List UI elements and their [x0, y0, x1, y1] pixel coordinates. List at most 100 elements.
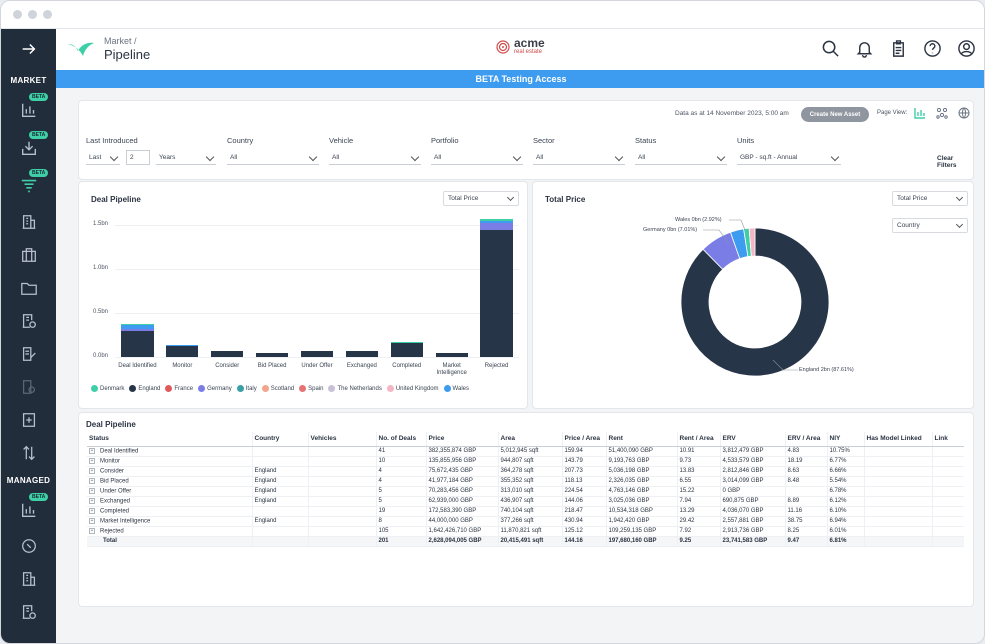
table-row[interactable]: + Consider England 4 75,672,435 GBP 364,278 s…: [87, 466, 964, 477]
column-header[interactable]: No. of Deals: [375, 432, 426, 447]
column-header[interactable]: Link: [931, 432, 964, 447]
expand-row-icon[interactable]: +: [89, 457, 95, 464]
sidebar-item-pipeline[interactable]: BETA: [1, 167, 56, 205]
expand-row-icon[interactable]: +: [89, 517, 95, 524]
bar-wales[interactable]: [480, 220, 513, 224]
pipeline-metric-dropdown[interactable]: Total Price: [443, 191, 519, 206]
window-dot-1[interactable]: [13, 10, 22, 19]
sector-filter-select[interactable]: All: [533, 150, 625, 165]
app-logo-icon[interactable]: [67, 40, 95, 58]
column-header[interactable]: Rent: [605, 432, 677, 447]
bar-denmark[interactable]: [480, 219, 513, 221]
bar-england[interactable]: [211, 350, 244, 357]
user-account-icon[interactable]: [957, 39, 976, 58]
clear-filters-button[interactable]: Clear Filters: [937, 155, 957, 169]
sidebar-item-search[interactable]: [1, 529, 56, 562]
bar-england[interactable]: [345, 351, 379, 357]
last-introduced-number-input[interactable]: 2: [126, 150, 150, 165]
legend-item[interactable]: The Netherlands: [328, 385, 382, 392]
column-header[interactable]: ERV / Area: [784, 432, 827, 447]
legend-item[interactable]: Italy: [236, 385, 257, 392]
column-header[interactable]: Has Model Linked: [863, 432, 932, 447]
expand-sidebar-button[interactable]: [1, 29, 56, 69]
breadcrumb-parent[interactable]: Market: [104, 36, 132, 46]
column-header[interactable]: Price / Area: [561, 432, 606, 447]
sidebar-item-add-document[interactable]: [1, 403, 56, 436]
table-row[interactable]: + Under Offer England 5 70,283,456 GBP 313,01…: [87, 486, 964, 497]
country-filter-select[interactable]: All: [227, 150, 319, 165]
portfolio-filter-select[interactable]: All: [431, 150, 523, 165]
column-header[interactable]: Country: [251, 432, 308, 447]
sidebar-item-document-search[interactable]: [1, 370, 56, 403]
legend-item[interactable]: Wales: [443, 385, 469, 392]
clipboard-icon[interactable]: [889, 39, 908, 58]
legend-item[interactable]: Denmark: [91, 385, 124, 392]
table-row[interactable]: + Monitor 10 135,855,956 GBP 944,807 sqft 143…: [87, 456, 964, 467]
create-new-asset-button[interactable]: Create New Asset: [801, 107, 869, 122]
sidebar-item-managed-building-search[interactable]: [1, 595, 56, 628]
legend-item[interactable]: United Kingdom: [386, 385, 439, 392]
donut-slice-united-kingdom[interactable]: [748, 227, 756, 257]
bar-england[interactable]: [390, 342, 423, 357]
bar-denmark[interactable]: [121, 323, 154, 325]
expand-row-icon[interactable]: +: [89, 507, 95, 514]
bar-england[interactable]: [166, 345, 199, 357]
legend-item[interactable]: Germany: [198, 385, 232, 392]
column-header[interactable]: NIY: [826, 432, 864, 447]
bar-germany[interactable]: [121, 328, 154, 331]
expand-row-icon[interactable]: +: [89, 477, 95, 484]
bar-england[interactable]: [435, 353, 468, 357]
bar-england[interactable]: [255, 353, 289, 357]
expand-row-icon[interactable]: +: [89, 447, 95, 454]
table-row[interactable]: + Exchanged England 5 62,939,000 GBP 436,907 …: [87, 496, 964, 507]
bar-wales[interactable]: [121, 324, 154, 329]
sidebar-item-managed-buildings[interactable]: [1, 562, 56, 595]
window-dot-3[interactable]: [43, 10, 52, 19]
column-header[interactable]: Status: [87, 432, 252, 447]
legend-item[interactable]: France: [165, 385, 193, 392]
bar-denmark[interactable]: [390, 341, 423, 343]
sidebar-item-edit-document[interactable]: [1, 337, 56, 370]
vehicle-filter-select[interactable]: All: [329, 150, 421, 165]
column-header[interactable]: Vehicles: [307, 432, 376, 447]
bell-icon[interactable]: [855, 39, 874, 58]
sidebar-item-inbox[interactable]: BETA: [1, 129, 56, 167]
column-header[interactable]: Price: [425, 432, 498, 447]
last-introduced-period-select[interactable]: Years: [156, 150, 216, 165]
table-row[interactable]: + Completed 19 172,583,390 GBP 740,104 sqft 2…: [87, 506, 964, 517]
sidebar-item-market-analytics[interactable]: BETA: [1, 91, 56, 129]
legend-item[interactable]: England: [129, 385, 160, 392]
expand-row-icon[interactable]: +: [89, 487, 95, 494]
search-icon[interactable]: [821, 39, 840, 58]
chart-view-icon[interactable]: [913, 106, 927, 120]
table-row[interactable]: + Bid Placed England 4 41,977,184 GBP 355,352…: [87, 476, 964, 487]
bar-england[interactable]: [121, 330, 154, 357]
legend-item[interactable]: Scotland: [261, 385, 294, 392]
column-header[interactable]: Area: [497, 432, 562, 447]
cluster-view-icon[interactable]: [935, 106, 949, 120]
legend-item[interactable]: Spain: [299, 385, 323, 392]
help-icon[interactable]: [923, 39, 942, 58]
table-row[interactable]: + Deal Identified 41 382,355,874 GBP 5,012,9…: [87, 446, 964, 457]
expand-row-icon[interactable]: +: [89, 527, 95, 534]
column-header[interactable]: Rent / Area: [676, 432, 720, 447]
sidebar-item-managed-analytics[interactable]: BETA: [1, 491, 56, 529]
expand-row-icon[interactable]: +: [89, 497, 95, 504]
donut-dimension-dropdown[interactable]: Country: [892, 218, 968, 233]
window-dot-2[interactable]: [28, 10, 37, 19]
sidebar-item-transfer[interactable]: [1, 436, 56, 469]
column-header[interactable]: ERV: [719, 432, 785, 447]
last-introduced-select[interactable]: Last: [86, 150, 120, 165]
sidebar-item-building-search[interactable]: [1, 304, 56, 337]
sidebar-item-briefcase[interactable]: [1, 238, 56, 271]
bar-england[interactable]: [300, 350, 334, 357]
expand-row-icon[interactable]: +: [89, 467, 95, 474]
units-filter-select[interactable]: GBP - sq.ft - Annual: [737, 150, 841, 165]
globe-view-icon[interactable]: [957, 106, 971, 120]
bar-england[interactable]: [480, 229, 513, 357]
sidebar-item-folder[interactable]: [1, 271, 56, 304]
bar-germany[interactable]: [480, 223, 513, 230]
table-row[interactable]: + Market Intelligence England 8 44,000,000 G…: [87, 516, 964, 527]
donut-metric-dropdown[interactable]: Total Price: [892, 191, 968, 206]
table-row[interactable]: + Rejected 105 1,642,426,710 GBP 11,870,821 …: [87, 526, 964, 537]
